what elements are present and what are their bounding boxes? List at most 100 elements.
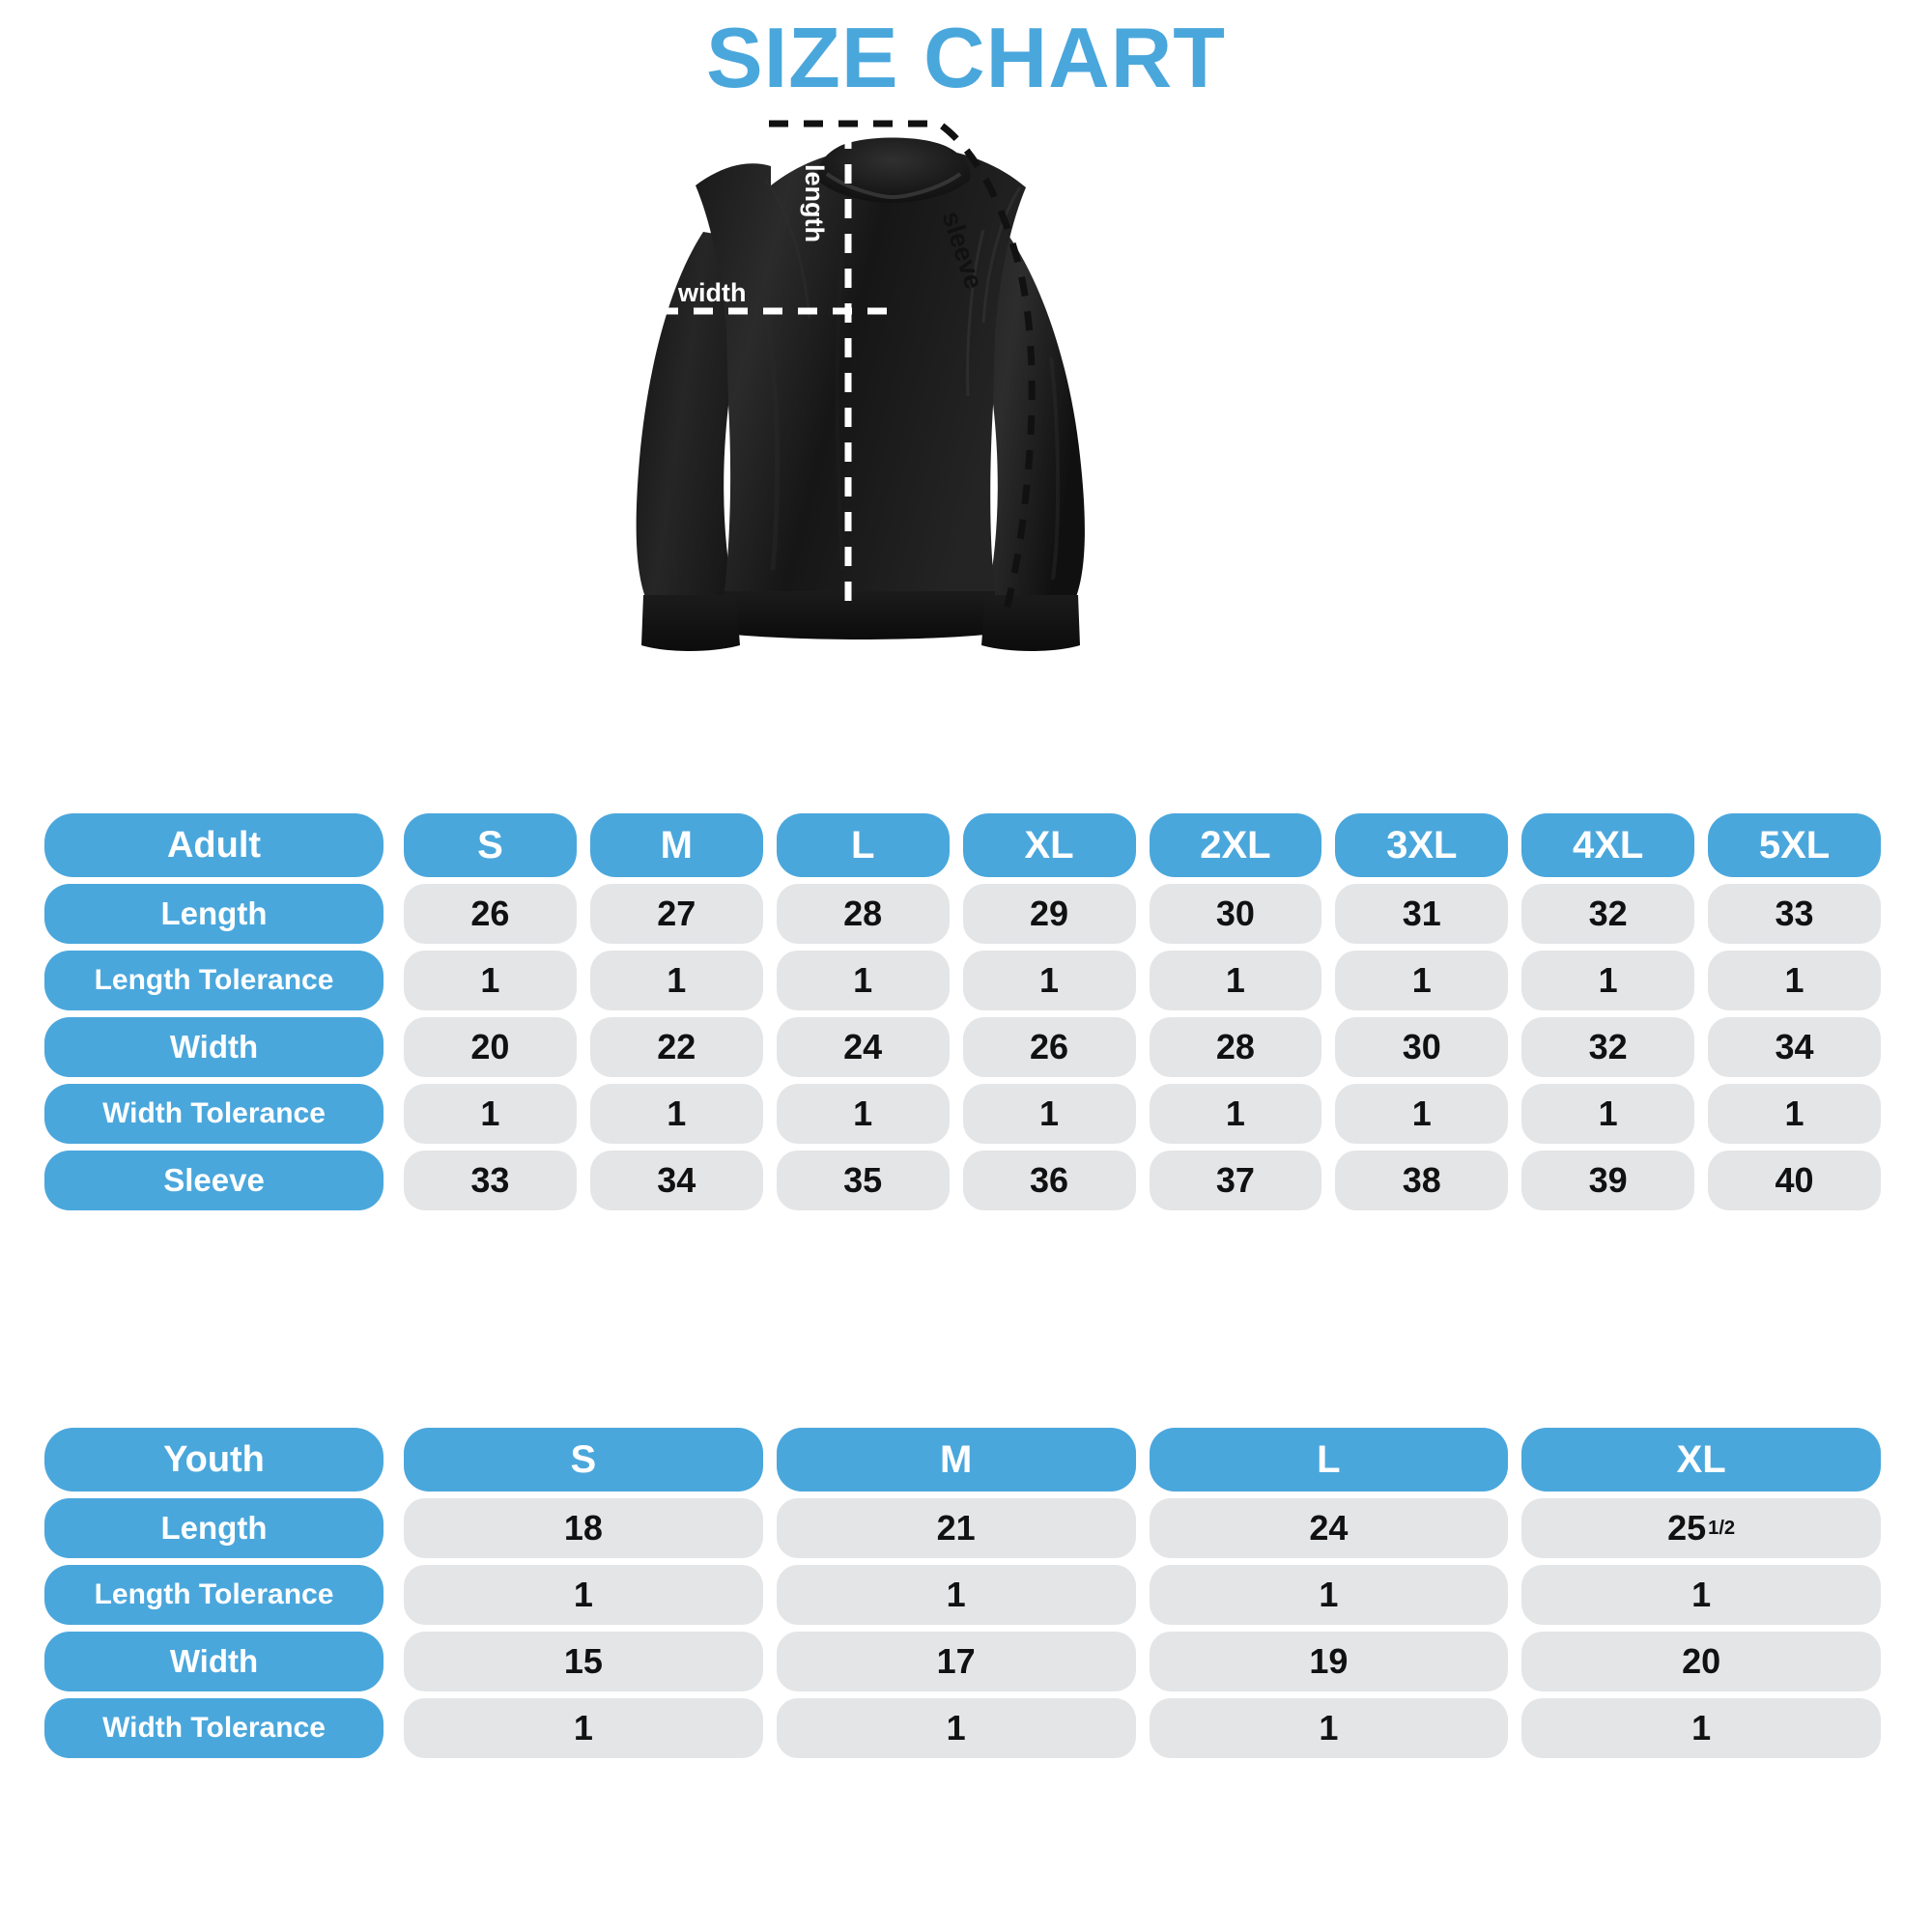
column-header-m[interactable]: M [776,1428,1136,1492]
column-header-s[interactable]: S [404,813,577,877]
cell-value: 24 [1309,1508,1349,1548]
table-cell: 34 [1708,1017,1881,1077]
table-cell: 15 [404,1632,763,1691]
table-header-row: Youth S M L XL [44,1428,1888,1492]
row-label-length-tolerance: Length Tolerance [44,951,384,1010]
table-cell: 32 [1521,884,1695,944]
table-cell: 1 [776,951,950,1010]
table-cell: 20 [404,1017,577,1077]
table-cell: 1 [1521,1084,1695,1144]
table-cell: 1 [1708,951,1881,1010]
row-label-sleeve: Sleeve [44,1151,384,1210]
page-title: SIZE CHART [706,10,1226,105]
table-cell: 26 [404,884,577,944]
table-cell: 1 [589,951,763,1010]
table-cell: 20 [1521,1632,1881,1691]
column-header-l[interactable]: L [776,813,950,877]
table-cell: 25 1/2 [1521,1498,1881,1558]
table-cell: 1 [589,1084,763,1144]
cell-value: 25 [1667,1508,1707,1548]
cell-fraction: 1/2 [1708,1517,1736,1539]
youth-column-headers: S M L XL [397,1428,1888,1492]
table-cell: 31 [1335,884,1509,944]
table-cell: 30 [1149,884,1322,944]
adult-width-values: 20 22 24 26 28 30 32 34 [397,1017,1888,1077]
youth-length-values: 18 21 24 25 1/2 [397,1498,1888,1558]
table-cell: 1 [404,951,577,1010]
table-cell: 19 [1149,1632,1509,1691]
table-cell: 1 [1521,951,1695,1010]
table-cell: 1 [1521,1565,1881,1625]
table-cell: 24 [776,1017,950,1077]
table-cell: 21 [776,1498,1136,1558]
table-header-row: Adult S M L XL 2XL 3XL 4XL 5XL [44,813,1888,877]
table-cell: 1 [1149,951,1322,1010]
cell-value: 18 [563,1508,603,1548]
length-measure-label: length [800,164,829,242]
table-cell: 18 [404,1498,763,1558]
table-cell: 1 [1708,1084,1881,1144]
table-cell: 1 [404,1698,763,1758]
adult-column-headers: S M L XL 2XL 3XL 4XL 5XL [397,813,1888,877]
table-cell: 1 [1149,1698,1509,1758]
table-cell: 27 [589,884,763,944]
youth-width-values: 15 17 19 20 [397,1632,1888,1691]
table-cell: 30 [1335,1017,1509,1077]
table-cell: 32 [1521,1017,1695,1077]
width-measure-label: width [678,278,747,307]
adult-length-tolerance-values: 1 1 1 1 1 1 1 1 [397,951,1888,1010]
table-row: Length Tolerance 1 1 1 1 1 1 1 1 [44,951,1888,1010]
table-row: Length Tolerance 1 1 1 1 [44,1565,1888,1625]
table-row: Width Tolerance 1 1 1 1 1 1 1 1 [44,1084,1888,1144]
row-label-width: Width [44,1017,384,1077]
column-header-s[interactable]: S [404,1428,763,1492]
table-row: Width 15 17 19 20 [44,1632,1888,1691]
table-cell: 38 [1335,1151,1509,1210]
sweatshirt-graphic [624,120,1085,651]
table-cell: 35 [776,1151,950,1210]
table-cell: 29 [962,884,1136,944]
column-header-m[interactable]: M [589,813,763,877]
table-cell: 24 [1149,1498,1509,1558]
table-row: Length 26 27 28 29 30 31 32 33 [44,884,1888,944]
table-cell: 17 [776,1632,1136,1691]
adult-width-tolerance-values: 1 1 1 1 1 1 1 1 [397,1084,1888,1144]
column-header-5xl[interactable]: 5XL [1708,813,1881,877]
adult-length-values: 26 27 28 29 30 31 32 33 [397,884,1888,944]
youth-corner-label: Youth [44,1428,384,1492]
youth-size-table: Youth S M L XL Length 18 21 24 25 1/2 Len… [44,1428,1888,1758]
table-cell: 28 [1149,1017,1322,1077]
row-label-length-tolerance: Length Tolerance [44,1565,384,1625]
column-header-3xl[interactable]: 3XL [1335,813,1509,877]
table-cell: 1 [776,1565,1136,1625]
column-header-4xl[interactable]: 4XL [1521,813,1695,877]
table-cell: 1 [1521,1698,1881,1758]
table-cell: 22 [589,1017,763,1077]
table-cell: 36 [962,1151,1136,1210]
table-cell: 34 [589,1151,763,1210]
column-header-xl[interactable]: XL [1521,1428,1881,1492]
garment-illustration: width length sleeve [599,116,1333,802]
row-label-width-tolerance: Width Tolerance [44,1698,384,1758]
table-row: Width 20 22 24 26 28 30 32 34 [44,1017,1888,1077]
table-cell: 1 [962,951,1136,1010]
youth-width-tolerance-values: 1 1 1 1 [397,1698,1888,1758]
youth-length-tolerance-values: 1 1 1 1 [397,1565,1888,1625]
table-cell: 33 [404,1151,577,1210]
row-label-width: Width [44,1632,384,1691]
row-label-length: Length [44,884,384,944]
table-cell: 1 [776,1698,1136,1758]
table-cell: 1 [404,1565,763,1625]
column-header-l[interactable]: L [1149,1428,1509,1492]
row-label-length: Length [44,1498,384,1558]
table-cell: 1 [776,1084,950,1144]
column-header-2xl[interactable]: 2XL [1149,813,1322,877]
table-cell: 1 [1335,1084,1509,1144]
column-header-xl[interactable]: XL [962,813,1136,877]
adult-corner-label: Adult [44,813,384,877]
table-cell: 26 [962,1017,1136,1077]
cell-value: 21 [936,1508,976,1548]
table-cell: 1 [1149,1565,1509,1625]
table-cell: 33 [1708,884,1881,944]
